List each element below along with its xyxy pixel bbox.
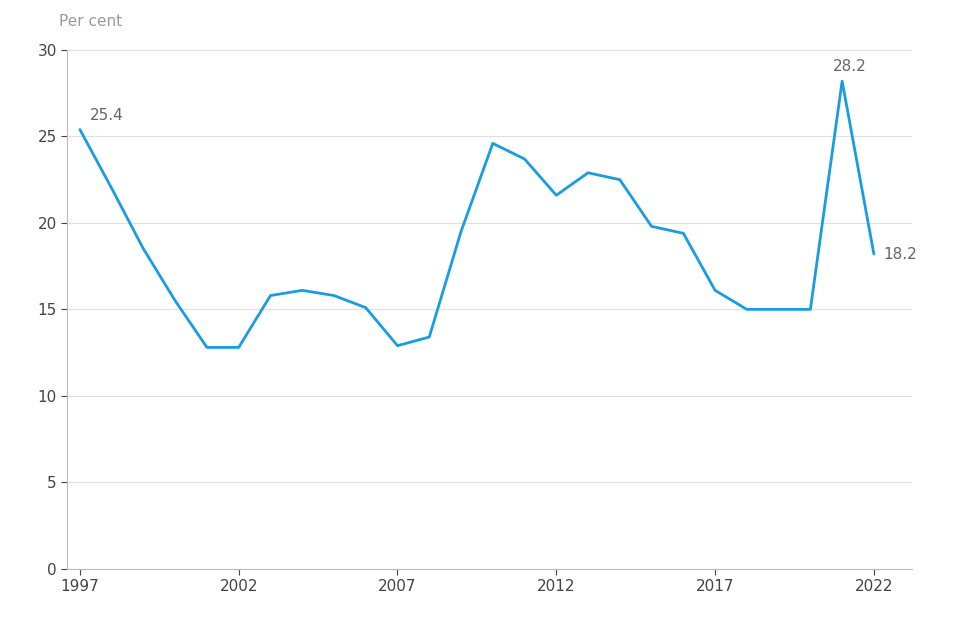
Text: 18.2: 18.2 <box>883 246 917 261</box>
Text: 25.4: 25.4 <box>89 107 123 122</box>
Text: 28.2: 28.2 <box>832 59 866 74</box>
Text: Per cent: Per cent <box>59 14 122 29</box>
